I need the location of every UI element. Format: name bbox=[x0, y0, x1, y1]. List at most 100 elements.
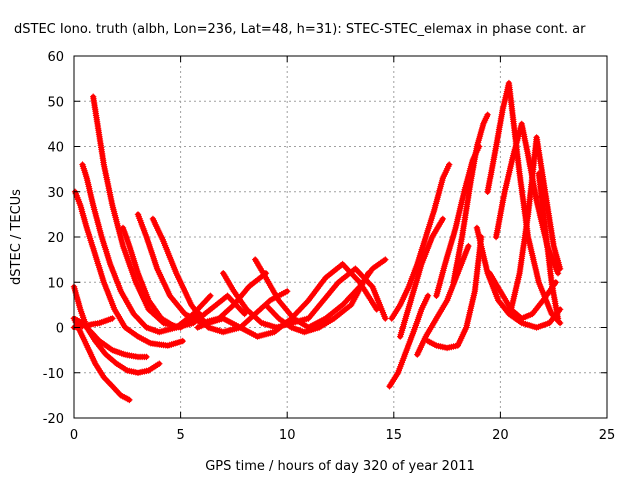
y-tick-label: 0 bbox=[56, 322, 64, 337]
data-point bbox=[420, 307, 423, 311]
data-point bbox=[157, 362, 161, 366]
data-point bbox=[415, 262, 419, 266]
data-point bbox=[127, 398, 131, 402]
x-tick-label: 0 bbox=[70, 428, 78, 443]
data-point bbox=[535, 199, 539, 203]
data-point bbox=[434, 316, 438, 320]
data-point bbox=[460, 235, 464, 239]
y-tick-label: -20 bbox=[43, 412, 64, 427]
data-point bbox=[174, 271, 178, 275]
data-point bbox=[430, 235, 434, 239]
data-point bbox=[151, 217, 155, 221]
data-point bbox=[189, 303, 193, 307]
data-point bbox=[121, 244, 125, 248]
data-point bbox=[275, 326, 278, 329]
data-point bbox=[426, 339, 430, 343]
data-point bbox=[91, 95, 95, 99]
data-point bbox=[78, 203, 82, 207]
data-point bbox=[145, 235, 148, 239]
data-point bbox=[432, 208, 436, 212]
data-point bbox=[98, 339, 102, 343]
data-point bbox=[115, 362, 119, 366]
data-point bbox=[221, 316, 225, 320]
data-point bbox=[81, 163, 84, 167]
data-point bbox=[511, 154, 515, 158]
data-point bbox=[537, 280, 541, 284]
x-tick-label: 25 bbox=[599, 428, 616, 443]
data-point bbox=[78, 330, 82, 334]
data-point bbox=[247, 285, 251, 289]
data-point bbox=[520, 122, 524, 126]
data-point bbox=[208, 307, 212, 311]
series-19 bbox=[424, 233, 485, 352]
data-point bbox=[464, 326, 468, 329]
data-point bbox=[434, 294, 438, 298]
series-27 bbox=[535, 170, 562, 322]
data-point bbox=[78, 307, 82, 311]
data-point bbox=[383, 258, 387, 262]
series-22 bbox=[473, 224, 564, 331]
data-point bbox=[174, 326, 178, 329]
x-tick-label: 5 bbox=[176, 428, 184, 443]
data-point bbox=[123, 326, 127, 329]
y-tick-label: 10 bbox=[47, 276, 64, 291]
data-point bbox=[110, 316, 114, 320]
data-point bbox=[366, 271, 370, 275]
data-point bbox=[420, 262, 423, 266]
data-point bbox=[324, 276, 328, 280]
data-point bbox=[424, 235, 428, 239]
data-point bbox=[127, 244, 131, 248]
data-point bbox=[537, 172, 541, 176]
series-4 bbox=[71, 188, 186, 349]
series-16 bbox=[388, 161, 453, 322]
data-point bbox=[307, 316, 310, 320]
data-point bbox=[332, 316, 336, 320]
data-point bbox=[541, 298, 545, 302]
data-point bbox=[558, 321, 562, 325]
series-24 bbox=[492, 120, 562, 277]
series-20 bbox=[433, 143, 483, 299]
data-point bbox=[232, 303, 236, 307]
data-point bbox=[556, 271, 560, 275]
data-point bbox=[496, 298, 500, 302]
data-point bbox=[481, 122, 485, 126]
data-point bbox=[93, 253, 97, 257]
data-point bbox=[100, 235, 104, 239]
data-point bbox=[96, 122, 99, 126]
x-tick-label: 15 bbox=[386, 428, 403, 443]
data-point bbox=[498, 289, 502, 293]
data-point bbox=[486, 113, 490, 117]
data-point bbox=[238, 326, 242, 329]
data-point bbox=[526, 212, 530, 216]
x-tick-label: 10 bbox=[279, 428, 296, 443]
data-point bbox=[371, 285, 374, 289]
data-point bbox=[285, 289, 289, 293]
data-point bbox=[398, 335, 402, 339]
data-point bbox=[307, 298, 310, 302]
data-point bbox=[445, 346, 449, 350]
series-12 bbox=[220, 265, 389, 331]
data-point bbox=[558, 267, 562, 271]
data-point bbox=[147, 298, 151, 302]
data-point bbox=[226, 294, 229, 298]
data-point bbox=[268, 298, 272, 302]
data-point bbox=[110, 348, 114, 352]
data-point bbox=[543, 190, 547, 194]
data-point bbox=[121, 226, 125, 230]
data-point bbox=[290, 326, 293, 329]
axis-ticks: 0 5 10 15 20 25 -20 -10 0 10 20 30 40 50 60 bbox=[43, 50, 616, 443]
data-point bbox=[102, 280, 106, 284]
y-tick-label: 60 bbox=[47, 50, 64, 65]
data-point bbox=[371, 267, 374, 271]
data-point bbox=[85, 323, 89, 327]
data-point bbox=[89, 330, 93, 334]
data-point bbox=[535, 326, 539, 329]
data-point bbox=[183, 312, 187, 316]
data-point bbox=[208, 294, 212, 298]
data-point bbox=[102, 163, 106, 167]
data-point bbox=[260, 321, 264, 325]
data-point bbox=[290, 321, 293, 325]
data-point bbox=[253, 258, 257, 262]
data-point bbox=[98, 321, 102, 325]
